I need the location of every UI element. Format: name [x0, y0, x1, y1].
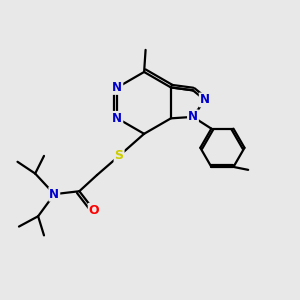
- Text: S: S: [115, 149, 124, 162]
- Text: N: N: [49, 188, 59, 201]
- Text: N: N: [112, 112, 122, 125]
- Text: O: O: [89, 204, 99, 217]
- Text: N: N: [188, 110, 198, 123]
- Text: N: N: [200, 93, 210, 106]
- Text: N: N: [112, 81, 122, 94]
